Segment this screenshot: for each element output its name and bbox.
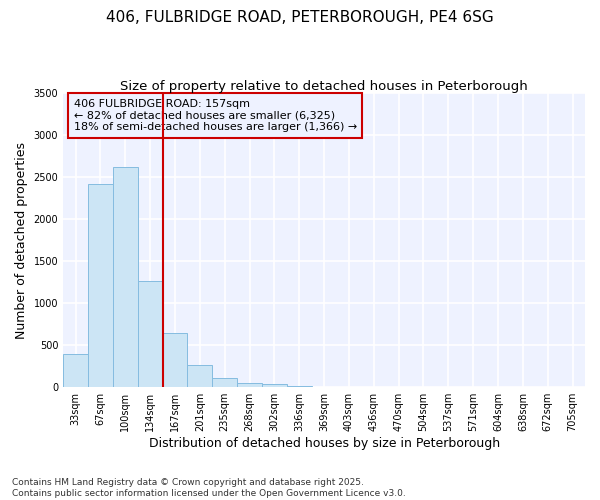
X-axis label: Distribution of detached houses by size in Peterborough: Distribution of detached houses by size … bbox=[149, 437, 500, 450]
Bar bbox=[138, 282, 163, 387]
Text: Contains HM Land Registry data © Crown copyright and database right 2025.
Contai: Contains HM Land Registry data © Crown c… bbox=[12, 478, 406, 498]
Bar bbox=[237, 382, 262, 387]
Bar bbox=[113, 167, 138, 387]
Text: 406, FULBRIDGE ROAD, PETERBOROUGH, PE4 6SG: 406, FULBRIDGE ROAD, PETERBOROUGH, PE4 6… bbox=[106, 10, 494, 25]
Bar bbox=[262, 384, 287, 387]
Bar bbox=[212, 378, 237, 387]
Bar bbox=[88, 184, 113, 387]
Title: Size of property relative to detached houses in Peterborough: Size of property relative to detached ho… bbox=[120, 80, 528, 93]
Bar bbox=[63, 354, 88, 387]
Bar bbox=[163, 334, 187, 387]
Bar bbox=[287, 386, 311, 387]
Bar bbox=[187, 364, 212, 387]
Y-axis label: Number of detached properties: Number of detached properties bbox=[15, 142, 28, 338]
Text: 406 FULBRIDGE ROAD: 157sqm
← 82% of detached houses are smaller (6,325)
18% of s: 406 FULBRIDGE ROAD: 157sqm ← 82% of deta… bbox=[74, 99, 357, 132]
